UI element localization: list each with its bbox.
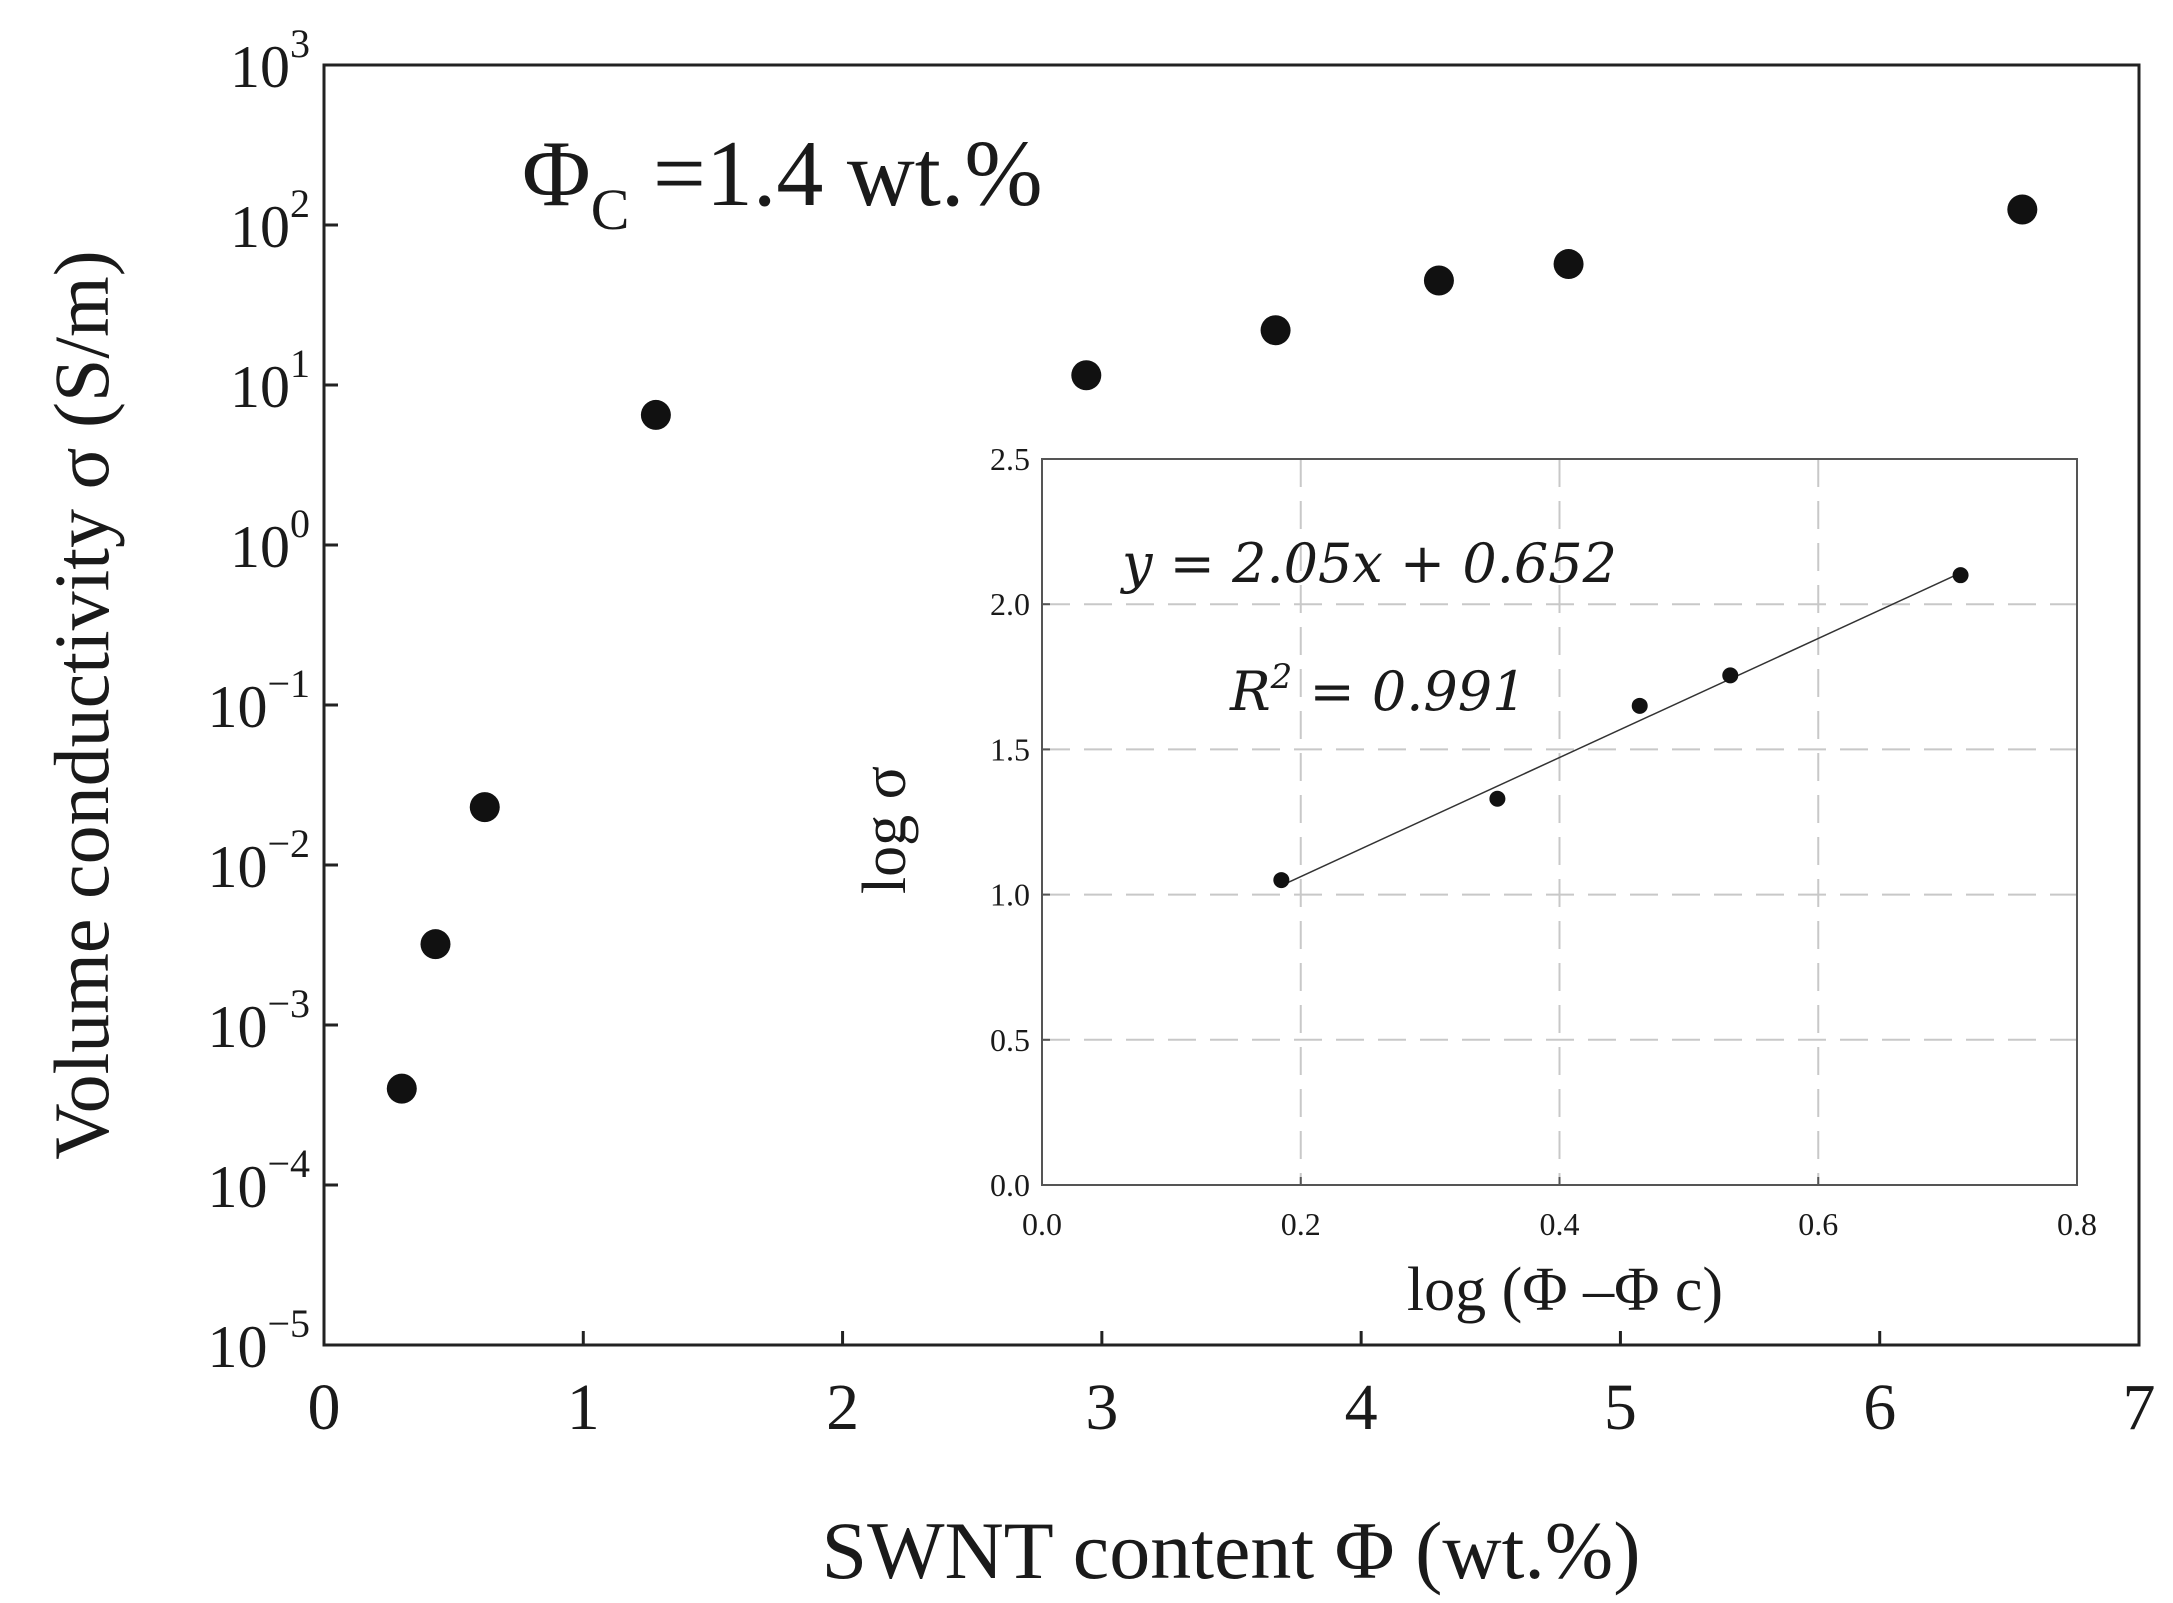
main-data-point bbox=[420, 929, 451, 960]
annotation-subscript: C bbox=[591, 177, 630, 242]
main-data-point bbox=[2007, 194, 2038, 225]
inset-data-point bbox=[1952, 567, 1969, 584]
inset-y-axis-label: log σ bbox=[851, 766, 919, 894]
tick-base: 10 bbox=[207, 1314, 267, 1380]
main-y-tick-label: 102 bbox=[230, 181, 310, 260]
inset-data-point bbox=[1489, 790, 1506, 807]
main-y-tick-label: 10−3 bbox=[207, 981, 310, 1060]
main-x-tick-label: 5 bbox=[1604, 1371, 1637, 1444]
main-x-axis-label: SWNT content Φ (wt.%) bbox=[821, 1505, 1640, 1596]
r-squared-symbol: R bbox=[1229, 660, 1271, 723]
inset-y-tick-label: 1.0 bbox=[990, 877, 1030, 913]
inset-y-tick-label: 2.0 bbox=[990, 586, 1030, 622]
inset-fit-line bbox=[1281, 572, 1961, 887]
tick-exponent: 2 bbox=[290, 181, 310, 226]
main-y-tick-label: 103 bbox=[230, 21, 310, 100]
critical-fraction-annotation: ΦC =1.4 wt.% bbox=[522, 122, 1043, 242]
tick-base: 10 bbox=[230, 354, 290, 420]
main-y-tick-label: 10−5 bbox=[207, 1301, 310, 1380]
main-y-tick-label: 10−4 bbox=[207, 1141, 310, 1220]
inset-data-point bbox=[1273, 872, 1290, 889]
tick-base: 10 bbox=[207, 994, 267, 1060]
inset-x-tick-label: 0.6 bbox=[1798, 1206, 1838, 1242]
main-data-point bbox=[469, 792, 500, 823]
tick-base: 10 bbox=[230, 514, 290, 580]
tick-exponent: −1 bbox=[267, 661, 310, 706]
main-x-tick-label: 4 bbox=[1345, 1371, 1378, 1444]
inset-y-tick-label: 1.5 bbox=[990, 731, 1030, 767]
main-data-point bbox=[1553, 249, 1584, 280]
main-x-tick-label: 3 bbox=[1085, 1371, 1118, 1444]
tick-exponent: −2 bbox=[267, 821, 310, 866]
main-x-tick-label: 1 bbox=[567, 1371, 600, 1444]
tick-exponent: −3 bbox=[267, 981, 310, 1026]
inset-r-squared: R2 = 0.991 bbox=[1229, 657, 1526, 723]
tick-base: 10 bbox=[207, 1154, 267, 1220]
inset-y-tick-label: 2.5 bbox=[990, 441, 1030, 477]
tick-exponent: −5 bbox=[267, 1301, 310, 1346]
main-data-point bbox=[386, 1073, 417, 1104]
main-y-tick-label: 101 bbox=[230, 341, 310, 420]
inset-x-axis-label: log (Φ –Φ c) bbox=[1407, 1256, 1723, 1324]
main-data-point bbox=[1260, 315, 1291, 346]
tick-base: 10 bbox=[207, 834, 267, 900]
main-y-tick-label: 10−2 bbox=[207, 821, 310, 900]
inset-y-tick-label: 0.0 bbox=[990, 1167, 1030, 1203]
main-data-point bbox=[640, 399, 671, 430]
main-y-tick-label: 10−1 bbox=[207, 661, 310, 740]
main-x-tick-label: 7 bbox=[2123, 1371, 2156, 1444]
inset-x-tick-label: 0.8 bbox=[2057, 1206, 2097, 1242]
tick-exponent: 3 bbox=[290, 21, 310, 66]
tick-base: 10 bbox=[207, 674, 267, 740]
main-y-tick-label: 100 bbox=[230, 501, 310, 580]
main-x-tick-label: 2 bbox=[826, 1371, 859, 1444]
inset-data-point bbox=[1631, 697, 1648, 714]
main-data-point bbox=[1071, 360, 1102, 391]
main-x-tick-label: 0 bbox=[308, 1371, 341, 1444]
tick-base: 10 bbox=[230, 34, 290, 100]
r-squared-power: 2 bbox=[1270, 657, 1293, 697]
main-y-axis-label: Volume conductivity σ (S/m) bbox=[38, 250, 125, 1159]
main-data-point bbox=[1423, 265, 1454, 296]
r-squared-value: = 0.991 bbox=[1292, 660, 1526, 723]
inset-y-tick-label: 0.5 bbox=[990, 1022, 1030, 1058]
inset-x-tick-label: 0.2 bbox=[1281, 1206, 1321, 1242]
tick-exponent: 1 bbox=[290, 341, 310, 386]
inset-x-tick-label: 0.0 bbox=[1022, 1206, 1062, 1242]
inset-fit-equation: y = 2.05x + 0.652 bbox=[1120, 532, 1617, 595]
tick-exponent: 0 bbox=[290, 501, 310, 546]
inset-data-point bbox=[1722, 667, 1739, 684]
main-x-tick-label: 6 bbox=[1863, 1371, 1896, 1444]
annotation-phi: Φ bbox=[522, 122, 591, 226]
annotation-value: =1.4 wt.% bbox=[629, 122, 1042, 226]
tick-exponent: −4 bbox=[267, 1141, 310, 1186]
tick-base: 10 bbox=[230, 194, 290, 260]
inset-x-tick-label: 0.4 bbox=[1540, 1206, 1580, 1242]
